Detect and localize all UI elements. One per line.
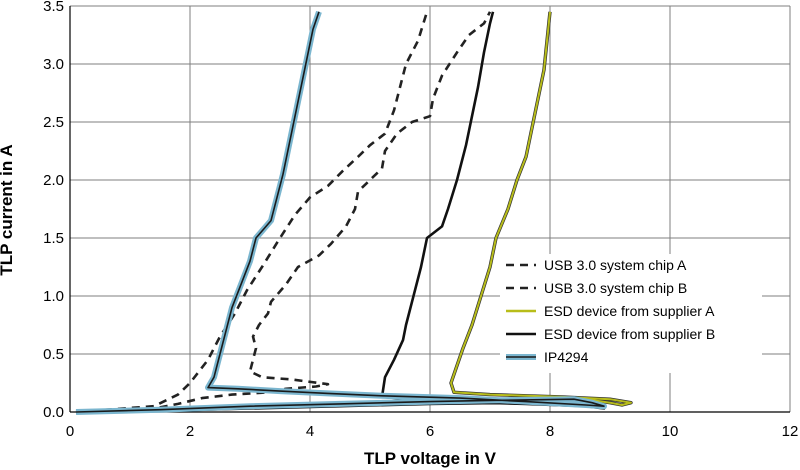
legend-label: USB 3.0 system chip A — [544, 257, 687, 273]
series-usb-3-0-system-chip-a-line — [75, 11, 492, 414]
y-tick-label: 1.5 — [43, 230, 64, 247]
legend-label: ESD device from supplier A — [544, 303, 715, 319]
legend: USB 3.0 system chip A USB 3.0 system chip… — [500, 254, 762, 373]
legend-label: IP4294 — [544, 349, 589, 365]
y-tick-label: 0.5 — [43, 346, 64, 363]
y-tick-label: 3.0 — [43, 56, 64, 73]
y-tick-label: 0.0 — [43, 404, 64, 421]
series-ip4294-line — [75, 11, 605, 413]
grid-lines — [70, 5, 791, 412]
x-tick-label: 6 — [426, 423, 434, 440]
y-tick-label: 2.0 — [43, 172, 64, 189]
legend-background — [500, 254, 762, 373]
legend-label: ESD device from supplier B — [544, 326, 715, 342]
x-tick-label: 12 — [782, 423, 799, 440]
x-tick-label: 0 — [66, 423, 74, 440]
y-tick-label: 3.5 — [43, 0, 64, 15]
legend-label: USB 3.0 system chip B — [544, 280, 687, 296]
x-tick-label: 10 — [662, 423, 679, 440]
y-axis-title: TLP current in A — [0, 144, 16, 275]
x-tick-label: 2 — [186, 423, 194, 440]
y-tick-label: 2.5 — [43, 114, 64, 131]
x-axis-title: TLP voltage in V — [364, 449, 497, 468]
series-usb-3-0-system-chip-b-line — [75, 11, 429, 414]
tick-labels: 0 2 4 6 8 10 12 0.0 0.5 1.0 1.5 2.0 2.5 3.0 3.5 — [43, 0, 798, 440]
x-tick-label: 4 — [306, 423, 314, 440]
y-tick-label: 1.0 — [43, 288, 64, 305]
series-group — [75, 10, 633, 415]
x-tick-label: 8 — [546, 423, 554, 440]
axes — [69, 6, 790, 413]
